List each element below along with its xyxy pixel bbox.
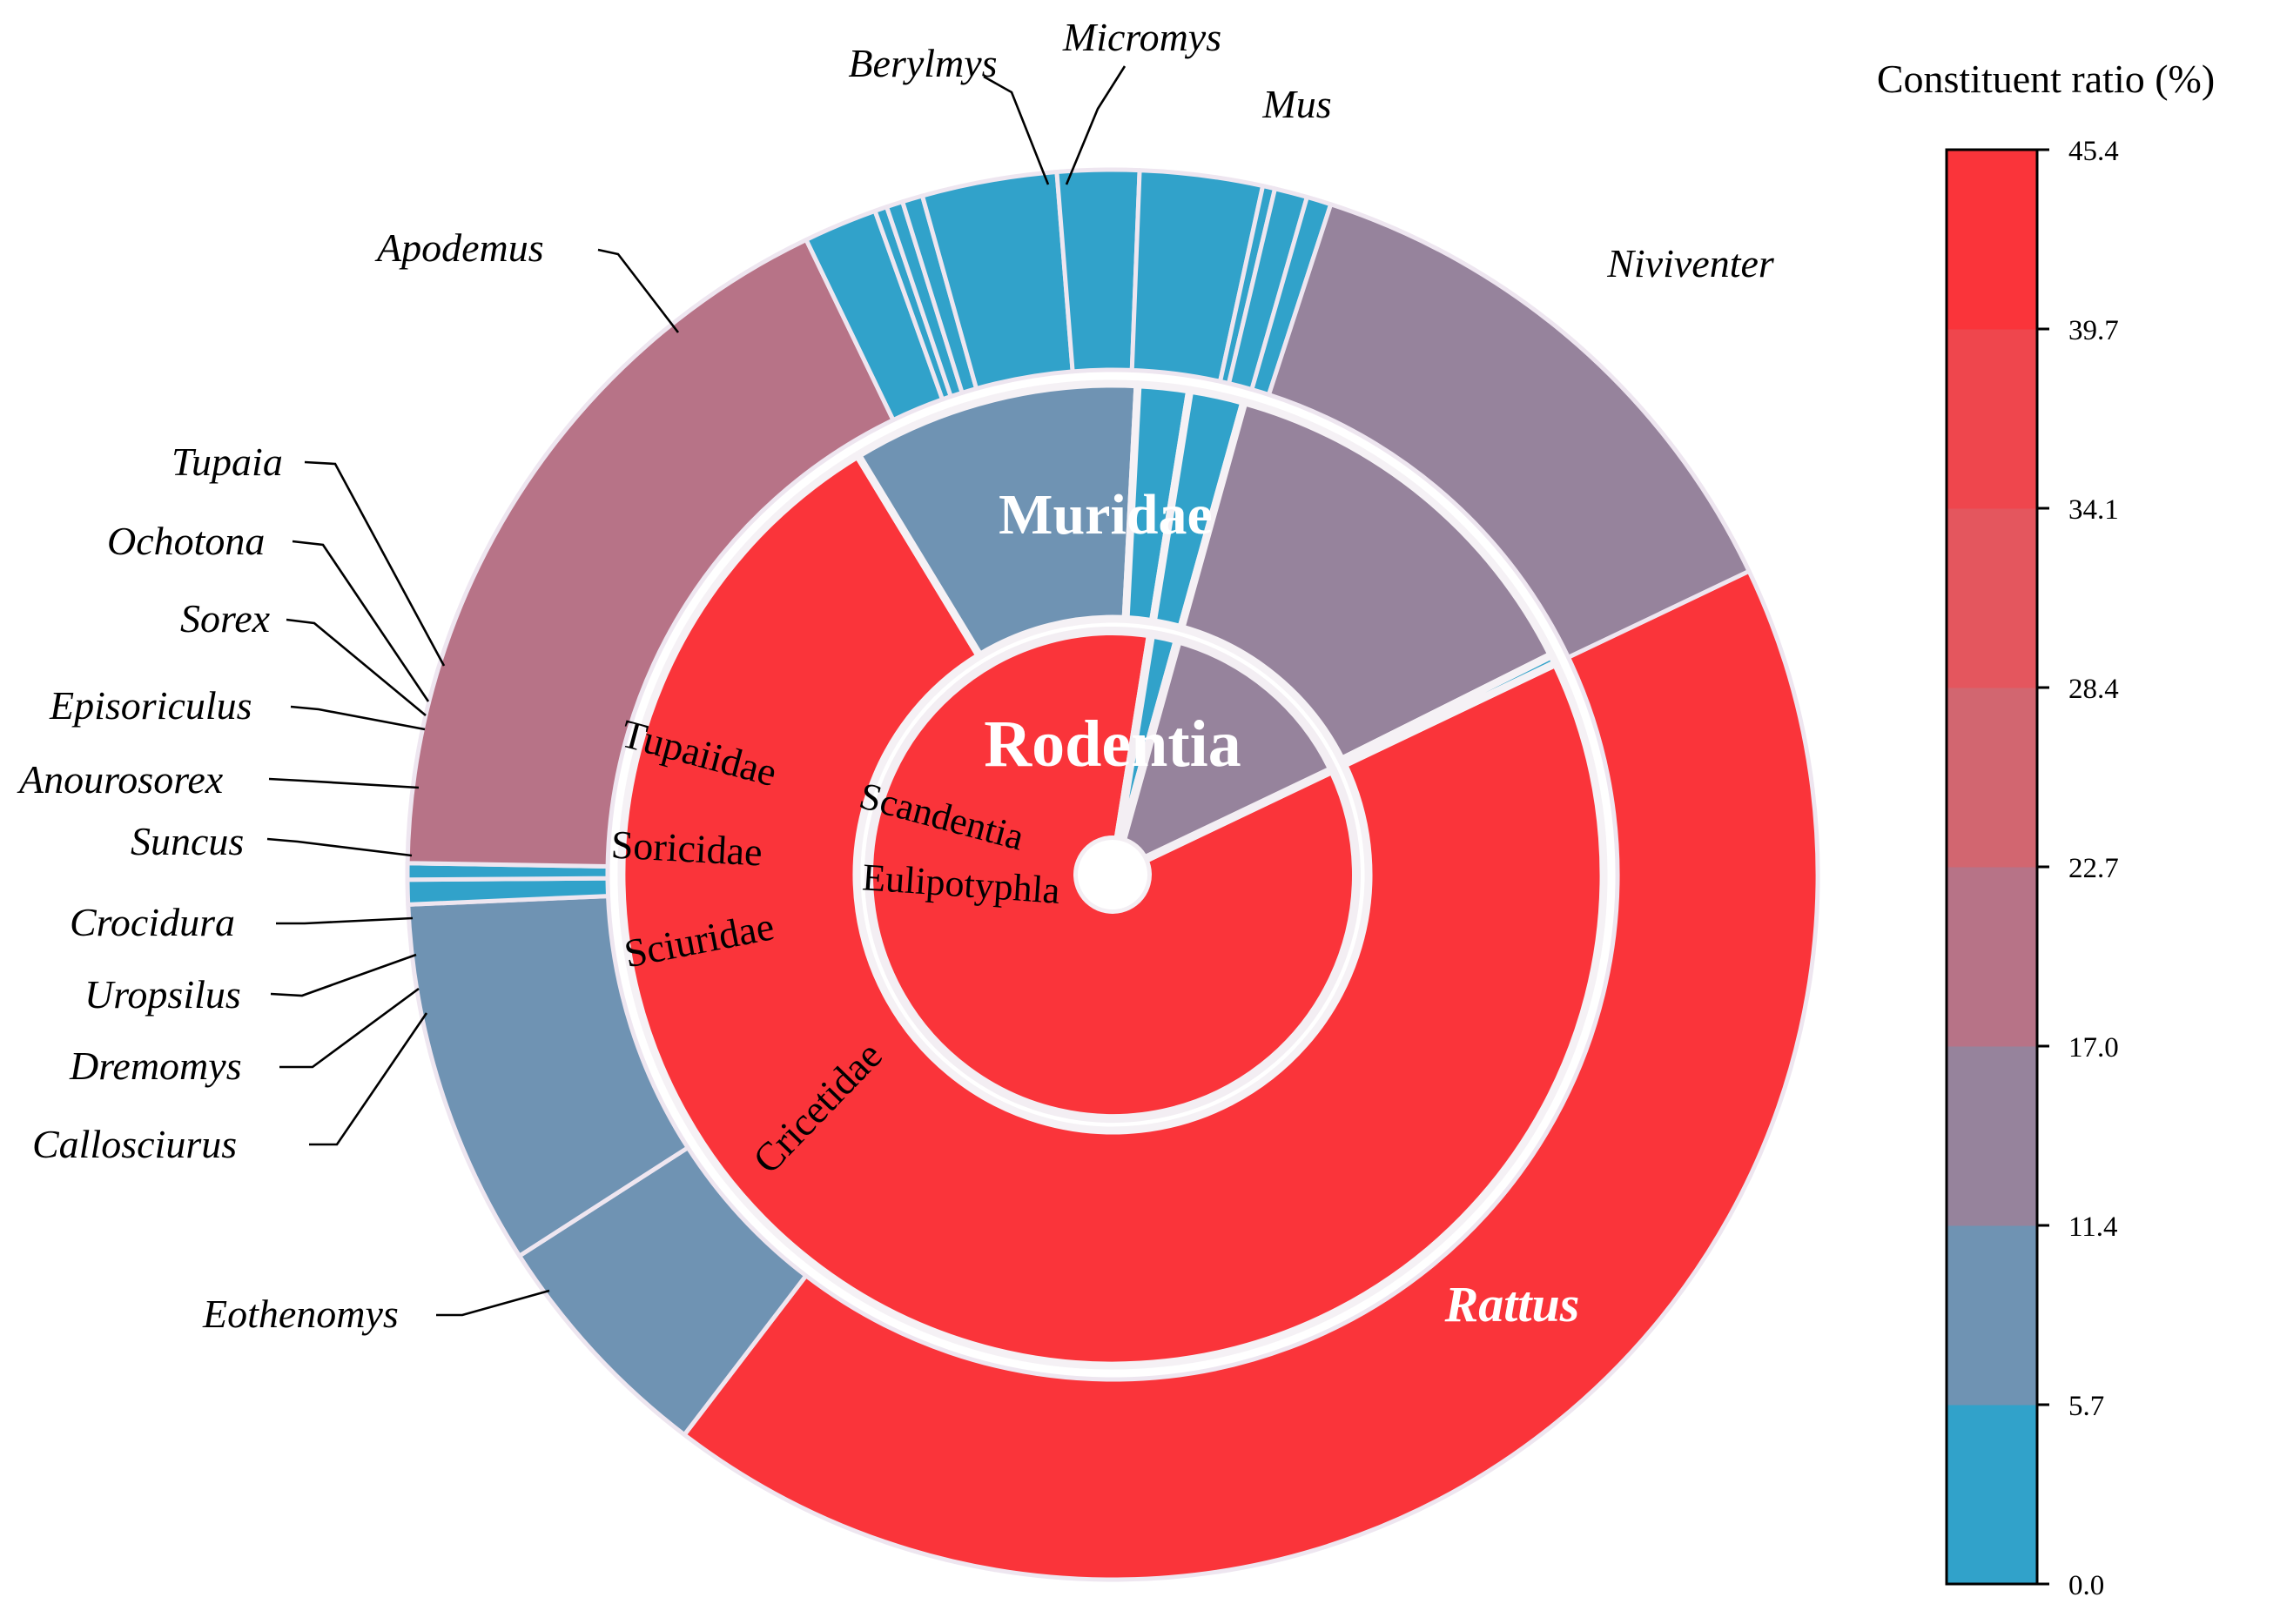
genus-segment-suncus (1054, 167, 1142, 374)
leader-line-micromys (1065, 65, 1127, 185)
genus-leader-lines (266, 65, 1127, 1317)
leader-line-dremomys (279, 987, 420, 1069)
leader-line-apodemus (597, 248, 680, 333)
genus-label-apodemus: Apodemus (374, 225, 544, 270)
colorbar-band (1947, 1225, 2037, 1406)
family-segment-cricetidae (853, 379, 1142, 661)
genus-label-crocidura: Crocidura (70, 900, 235, 944)
genus-label-anourosorex: Anourosorex (17, 757, 224, 802)
label-rodentia: Rodentia (984, 708, 1241, 781)
genus-label-uropsilus: Uropsilus (84, 972, 241, 1017)
colorbar-tick-label: 39.7 (2068, 315, 2119, 346)
colorbar-band (1947, 1046, 2037, 1226)
colorbar-tick-label: 45.4 (2068, 136, 2119, 167)
sunburst-rings (405, 167, 1820, 1582)
label-soricidae: Soricidae (610, 822, 763, 875)
genus-label-mus: Mus (1261, 82, 1331, 126)
genus-label-suncus: Suncus (131, 819, 244, 863)
colorbar-band (1947, 688, 2037, 868)
leader-line-sorex (286, 618, 427, 717)
leader-line-suncus (266, 837, 413, 857)
colorbar-tick-label: 17.0 (2068, 1032, 2119, 1064)
genus-segment-eothenomys (1266, 202, 1752, 660)
leader-line-episoriculus (290, 705, 426, 731)
family-segment-muridae (617, 451, 1608, 1370)
genus-segment-rattus (682, 568, 1820, 1582)
leader-line-ochotona (292, 540, 430, 702)
colorbar-tick-label: 5.7 (2068, 1391, 2104, 1422)
genus-label-tupaia: Tupaia (172, 440, 283, 484)
label-rattus: Rattus (1444, 1276, 1580, 1332)
colorbar-band (1947, 1405, 2037, 1585)
genus-label-berylmys: Berylmys (848, 41, 997, 85)
label-muridae: Muridae (999, 483, 1213, 547)
genus-label-episoriculus: Episoriculus (49, 683, 252, 728)
colorbar-tick-label: 28.4 (2068, 674, 2119, 705)
colorbar-band (1947, 867, 2037, 1047)
family-segment-soricidae (1177, 398, 1556, 764)
genus-label-dremomys: Dremomys (69, 1044, 242, 1088)
colorbar-tick-label: 34.1 (2068, 494, 2119, 526)
leader-line-eothenomys (436, 1289, 550, 1317)
colorbar-tick-label: 0.0 (2068, 1570, 2104, 1601)
genus-label-eothenomys: Eothenomys (202, 1292, 399, 1336)
genus-label-niviventer: Niviventer (1606, 241, 1775, 285)
leader-line-anourosorex (268, 777, 420, 789)
genus-label-micromys: Micromys (1062, 15, 1221, 59)
colorbar: 0.0 5.7 11.4 17.0 22.7 28.4 34.1 39.7 45.4 Consti… (1877, 57, 2215, 1601)
genus-label-sorex: Sorex (180, 596, 271, 641)
colorbar-band (1947, 150, 2037, 330)
colorbar-tick-label: 11.4 (2068, 1211, 2118, 1243)
genus-segment-apodemus (405, 237, 896, 869)
colorbar-title: Constituent ratio (%) (1877, 57, 2215, 101)
family-segment-talpidae (1337, 651, 1560, 768)
leader-line-callosciurus (309, 1012, 428, 1146)
leader-line-crocidura (276, 916, 414, 925)
colorbar-tick-label: 22.7 (2068, 853, 2119, 884)
colorbar-band (1947, 329, 2037, 509)
colorbar-band (1947, 508, 2037, 688)
leader-line-berylmys (983, 75, 1050, 185)
leader-line-uropsilus (270, 953, 417, 997)
center-hole (1078, 840, 1147, 909)
leader-line-tupaia (304, 460, 446, 667)
genus-label-ochotona: Ochotona (107, 519, 265, 563)
genus-label-callosciurus: Callosciurus (32, 1122, 237, 1166)
